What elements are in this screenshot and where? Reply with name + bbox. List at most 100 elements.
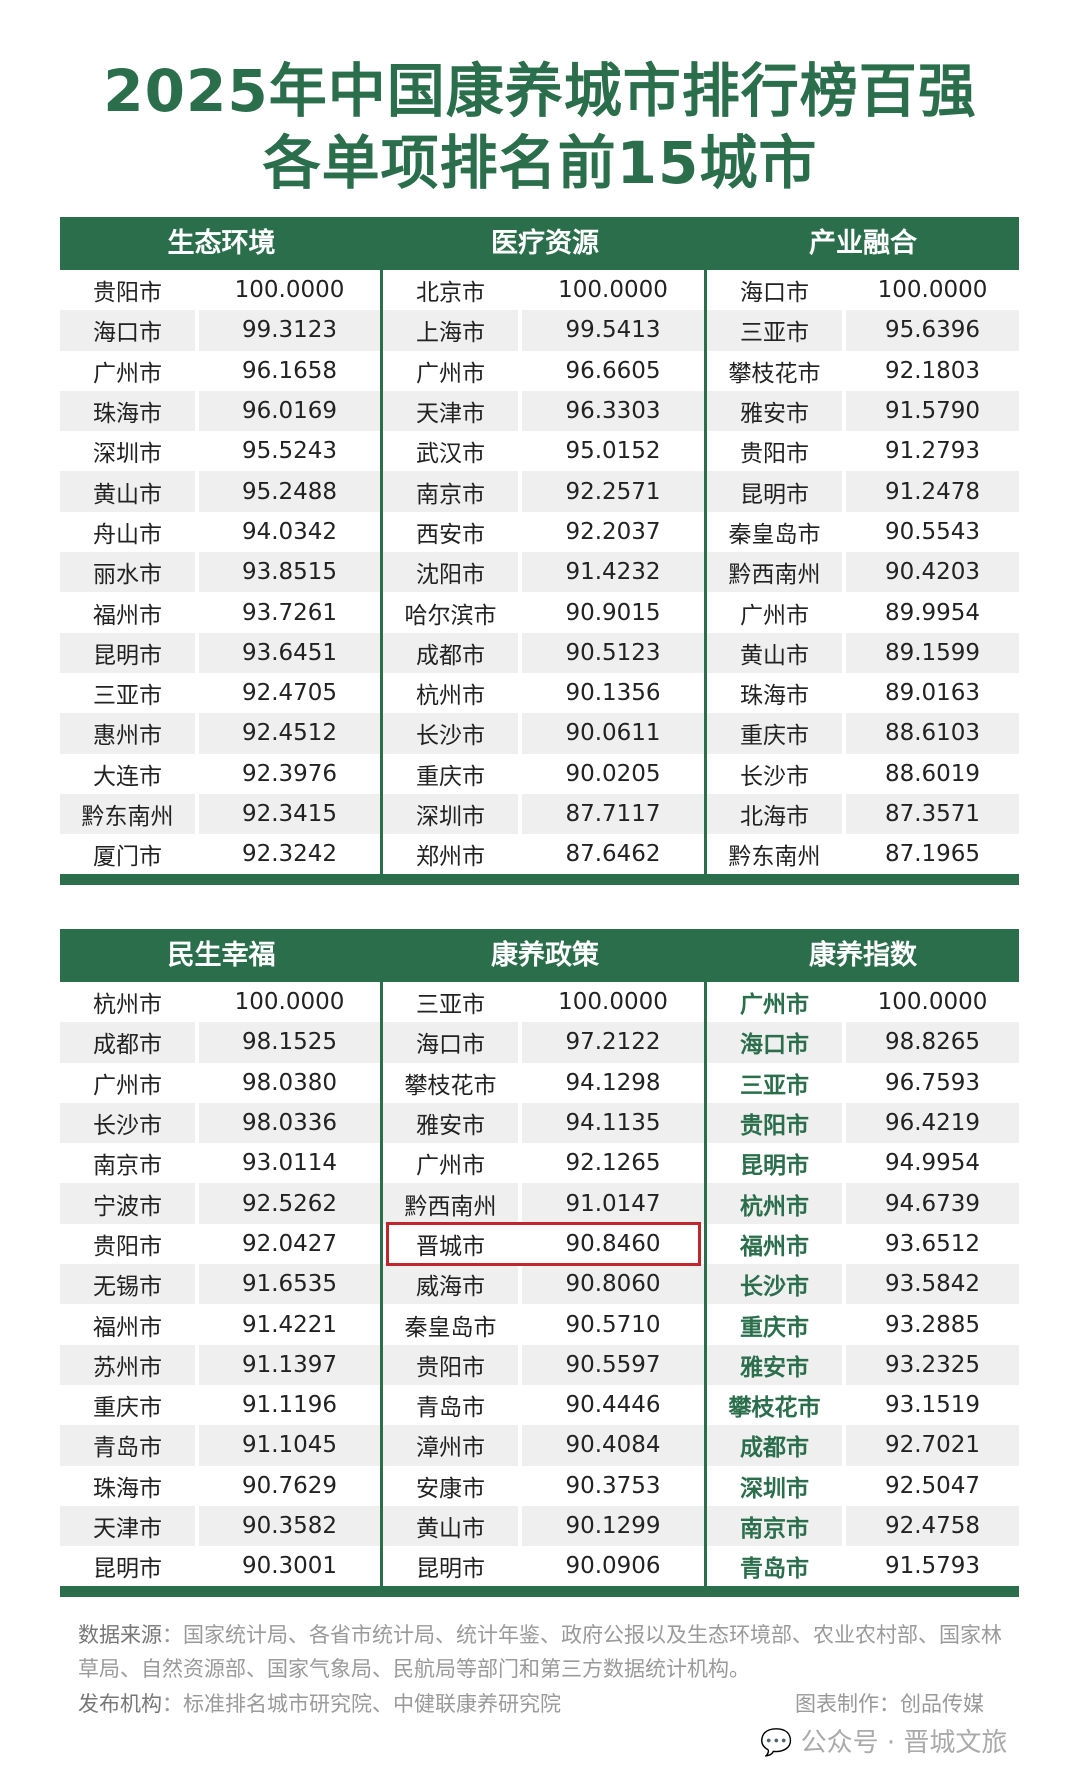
table-row: 青岛市 90.4446 bbox=[383, 1385, 704, 1425]
score: 90.5123 bbox=[522, 632, 704, 673]
score: 98.0336 bbox=[199, 1102, 380, 1144]
city-name: 杭州市 bbox=[707, 1183, 842, 1224]
table-row: 沈阳市 91.4232 bbox=[383, 552, 704, 593]
ranking-table-1: 生态环境 医疗资源 产业融合 贵阳市 100.0000 海口市 99.3123 广州市 96.1… bbox=[60, 217, 1019, 886]
city-name: 黔东南州 bbox=[60, 793, 195, 835]
city-name: 深圳市 bbox=[93, 441, 162, 468]
city-name: 贵阳市 bbox=[383, 1344, 518, 1385]
column-header: 产业融合 bbox=[809, 228, 917, 259]
city-name: 舟山市 bbox=[93, 521, 162, 548]
score: 90.9015 bbox=[565, 599, 661, 626]
table-row: 黔西南州 91.0147 bbox=[383, 1183, 704, 1224]
table-row: 海口市 97.2122 bbox=[383, 1022, 704, 1063]
score: 100.0000 bbox=[877, 989, 988, 1016]
score: 90.7629 bbox=[241, 1472, 338, 1499]
city-name: 哈尔滨市 bbox=[404, 602, 497, 629]
city-name: 安康市 bbox=[416, 1475, 485, 1502]
score: 89.9954 bbox=[884, 599, 981, 626]
table-row: 天津市 96.3303 bbox=[383, 390, 704, 432]
city-name: 雅安市 bbox=[383, 1102, 518, 1144]
score: 87.1965 bbox=[884, 841, 981, 868]
score: 100.0000 bbox=[558, 277, 668, 304]
table-row: 雅安市 94.1135 bbox=[383, 1102, 704, 1144]
score: 92.3976 bbox=[241, 760, 338, 787]
table-row: 长沙市 98.0336 bbox=[60, 1102, 380, 1144]
score: 92.3415 bbox=[199, 793, 380, 835]
source-label: 数据来源 bbox=[78, 1623, 162, 1647]
ranking-column: 三亚市 100.0000 海口市 97.2122 攀枝花市 94.1298 雅安市 94.11… bbox=[383, 982, 707, 1587]
table-row: 南京市 93.0114 bbox=[60, 1143, 380, 1183]
score: 88.6103 bbox=[846, 713, 1019, 754]
score: 94.0342 bbox=[241, 518, 338, 545]
score: 94.1298 bbox=[565, 1069, 661, 1096]
city-name: 西安市 bbox=[416, 521, 485, 548]
table-row: 成都市 98.1525 bbox=[60, 1022, 380, 1063]
table-row: 昆明市 94.9954 bbox=[707, 1143, 1019, 1183]
table-row: 苏州市 91.1397 bbox=[60, 1344, 380, 1385]
table-row: 攀枝花市 92.1803 bbox=[707, 351, 1019, 391]
table-row: 漳州市 90.4084 bbox=[383, 1425, 704, 1466]
table-row: 杭州市 100.0000 bbox=[60, 982, 380, 1022]
table-row: 昆明市 91.2478 bbox=[707, 471, 1019, 512]
score: 96.6605 bbox=[565, 357, 661, 384]
score: 87.7117 bbox=[522, 793, 704, 835]
table-row: 昆明市 90.0906 bbox=[383, 1546, 704, 1586]
score: 100.0000 bbox=[558, 989, 668, 1016]
table-row: 南京市 92.2571 bbox=[383, 471, 704, 512]
city-name: 广州市 bbox=[93, 360, 162, 387]
score: 94.1135 bbox=[522, 1102, 704, 1144]
table-row: 广州市 92.1265 bbox=[383, 1143, 704, 1183]
score: 98.0380 bbox=[241, 1069, 338, 1096]
city-name: 三亚市 bbox=[416, 992, 485, 1019]
table-row: 黔西南州 90.4203 bbox=[707, 552, 1019, 593]
table-row: 广州市 98.0380 bbox=[60, 1063, 380, 1103]
city-name: 北京市 bbox=[416, 280, 485, 307]
score: 92.1803 bbox=[884, 357, 981, 384]
city-name: 广州市 bbox=[416, 1153, 485, 1180]
watermark: 💬 公众号 · 晋城文旅 bbox=[760, 1725, 1007, 1761]
ranking-column: 海口市 100.0000 三亚市 95.6396 攀枝花市 92.1803 雅安市 91.57… bbox=[707, 270, 1019, 874]
table-row: 青岛市 91.1045 bbox=[60, 1425, 380, 1466]
score: 95.2488 bbox=[199, 471, 380, 512]
city-name: 郑州市 bbox=[416, 844, 485, 871]
publisher-text: ：标准排名城市研究院、中健联康养研究院 bbox=[162, 1692, 561, 1716]
city-name: 昆明市 bbox=[707, 471, 842, 512]
score: 90.8460 bbox=[565, 1230, 661, 1257]
city-name: 海口市 bbox=[60, 310, 195, 351]
city-name: 成都市 bbox=[60, 1022, 195, 1063]
score: 89.1599 bbox=[846, 632, 1019, 673]
table-row: 海口市 99.3123 bbox=[60, 310, 380, 351]
city-name: 珠海市 bbox=[93, 1475, 162, 1502]
city-name: 漳州市 bbox=[383, 1425, 518, 1466]
city-name: 昆明市 bbox=[60, 632, 195, 673]
city-name: 重庆市 bbox=[416, 763, 485, 790]
table-row: 天津市 90.3582 bbox=[60, 1505, 380, 1547]
city-name: 青岛市 bbox=[60, 1425, 195, 1466]
city-name: 贵阳市 bbox=[93, 1233, 162, 1260]
source-text: ：国家统计局、各省市统计局、统计年鉴、政府公报以及生态环境部、农业农村部、国家林… bbox=[78, 1623, 1002, 1681]
score: 93.6512 bbox=[884, 1230, 981, 1257]
table-row: 重庆市 93.2885 bbox=[707, 1304, 1019, 1344]
city-name: 天津市 bbox=[60, 1505, 195, 1547]
city-name: 杭州市 bbox=[416, 683, 485, 710]
city-name: 福州市 bbox=[93, 602, 162, 629]
city-name: 威海市 bbox=[383, 1264, 518, 1305]
score: 93.7261 bbox=[241, 599, 338, 626]
city-name: 北海市 bbox=[707, 793, 842, 835]
table-row: 三亚市 100.0000 bbox=[383, 982, 704, 1022]
city-name: 杭州市 bbox=[93, 992, 162, 1019]
page-title: 2025年中国康养城市排行榜百强 bbox=[103, 57, 977, 125]
score: 90.5543 bbox=[884, 518, 981, 545]
table-row: 青岛市 91.5793 bbox=[707, 1546, 1019, 1586]
table-row: 无锡市 91.6535 bbox=[60, 1264, 380, 1305]
table-row: 黔东南州 92.3415 bbox=[60, 793, 380, 835]
table-row: 南京市 92.4758 bbox=[707, 1505, 1019, 1547]
score: 92.5047 bbox=[884, 1472, 981, 1499]
score: 92.5262 bbox=[199, 1183, 380, 1224]
score: 96.3303 bbox=[522, 390, 704, 432]
score: 92.3242 bbox=[241, 841, 338, 868]
score: 100.0000 bbox=[877, 277, 988, 304]
score: 90.8060 bbox=[522, 1264, 704, 1305]
table-row: 长沙市 88.6019 bbox=[707, 754, 1019, 794]
city-name: 成都市 bbox=[383, 632, 518, 673]
